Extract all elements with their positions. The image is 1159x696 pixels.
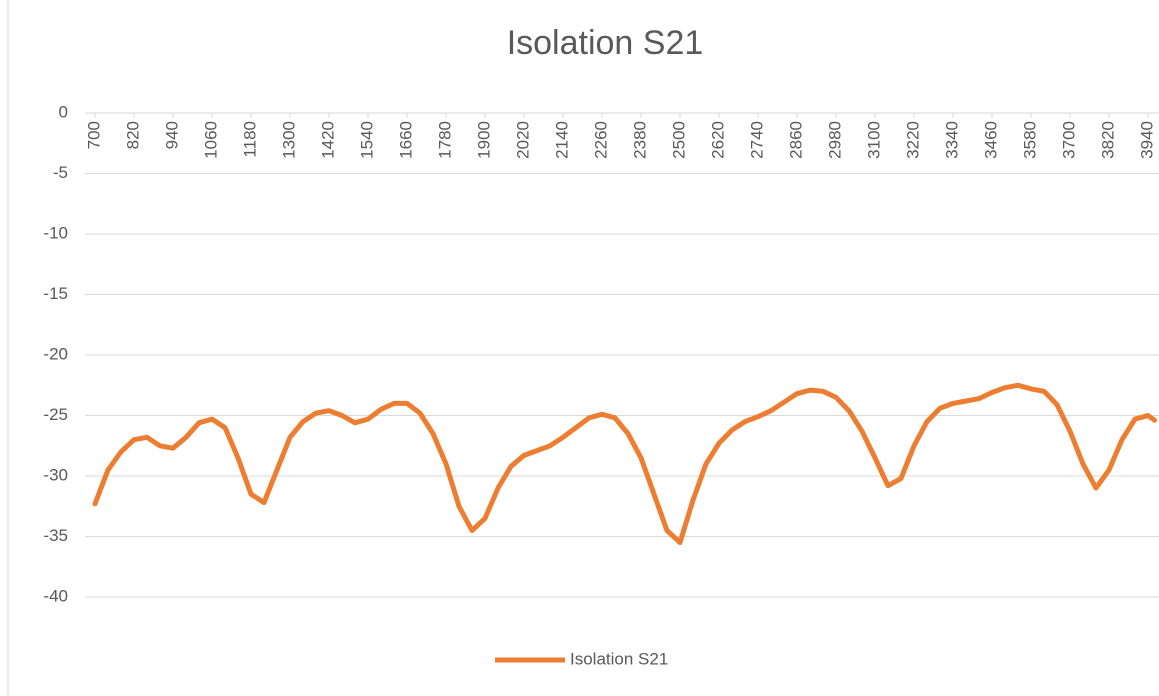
legend-label: Isolation S21 (570, 649, 668, 668)
y-tick-label: -25 (43, 405, 68, 424)
x-tick-label: 3220 (903, 121, 922, 159)
x-tick-label: 3100 (864, 121, 883, 159)
line-series (92, 382, 1157, 545)
x-tick-label: 1060 (201, 121, 220, 159)
y-tick-label: 0 (59, 102, 68, 121)
y-tick-label: -20 (43, 344, 68, 363)
x-tick-label: 2380 (630, 121, 649, 159)
x-tick-label: 940 (162, 121, 181, 149)
x-tick-label: 3700 (1059, 121, 1078, 159)
y-tick-label: -15 (43, 284, 68, 303)
chart-title: Isolation S21 (507, 24, 704, 62)
x-tick-label: 1300 (279, 121, 298, 159)
x-tick-label: 3940 (1137, 121, 1156, 159)
x-tick-label: 1180 (240, 121, 259, 158)
x-tick-label: 820 (123, 121, 142, 149)
x-tick-label: 700 (84, 121, 103, 149)
x-tick-label: 1900 (474, 121, 493, 159)
x-tick-label: 1420 (318, 121, 337, 159)
x-tick-label: 1780 (435, 121, 454, 159)
y-tick-label: -10 (43, 223, 68, 242)
y-tick-label: -30 (43, 465, 68, 484)
x-tick-label: 2860 (786, 121, 805, 159)
y-tick-label: -35 (43, 526, 68, 545)
x-tick-label: 3820 (1098, 121, 1117, 159)
x-tick-label: 3460 (981, 121, 1000, 159)
x-tick-label: 2140 (552, 121, 571, 159)
x-tick-label: 2740 (747, 121, 766, 159)
x-tick-label: 2020 (513, 121, 532, 159)
x-tick-label: 3340 (942, 121, 961, 159)
x-tick-label: 2620 (708, 121, 727, 159)
y-tick-label: -5 (53, 163, 68, 182)
x-tick-label: 2500 (669, 121, 688, 159)
x-tick-label: 2980 (825, 121, 844, 159)
x-tick-label: 1540 (357, 121, 376, 159)
x-tick-label: 1660 (396, 121, 415, 159)
x-tick-label: 3580 (1020, 121, 1039, 159)
y-tick-label: -40 (43, 586, 68, 605)
x-tick-label: 2260 (591, 121, 610, 159)
